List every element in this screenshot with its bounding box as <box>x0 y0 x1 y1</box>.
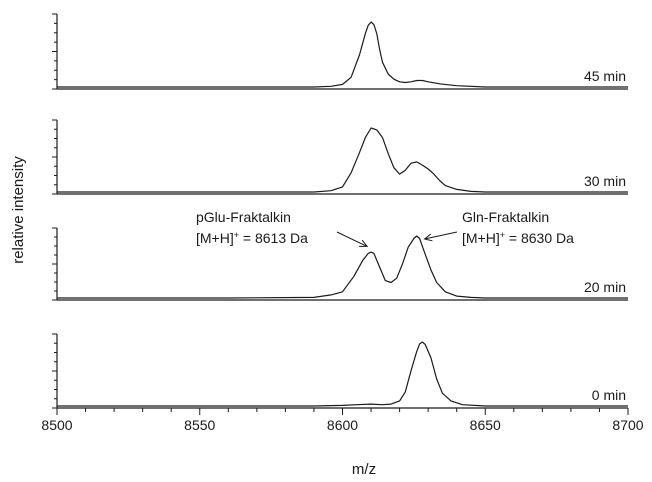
annotation-gln: Gln-Fraktalkin [M+H]+ = 8630 Da <box>423 209 574 246</box>
annotation-mass-prefix: [M+H] <box>462 230 500 246</box>
annotation-mass: [M+H]+ = 8630 Da <box>462 230 574 246</box>
panel-label: 45 min <box>584 68 626 84</box>
series-line-45-min <box>57 21 628 88</box>
series-line-20-min <box>57 235 628 299</box>
panel-45-min: 45 min <box>52 13 628 90</box>
annotation-arrow <box>424 231 458 240</box>
x-tick-label: 8600 <box>327 417 358 433</box>
annotation-title: pGlu-Fraktalkin <box>196 209 291 225</box>
annotations: pGlu-Fraktalkin[M+H]+ = 8613 DaGln-Frakt… <box>196 209 574 247</box>
annotation-mass-sup: + <box>234 230 239 240</box>
y-axis-label: relative intensity <box>10 156 27 264</box>
annotation-arrowhead <box>423 233 433 242</box>
panel-0-min: 0 min <box>52 333 628 409</box>
x-axis: 8500 8550 8600 8650 8700 <box>41 408 644 433</box>
series-line-30-min <box>57 127 628 193</box>
annotation-title: Gln-Fraktalkin <box>462 209 549 225</box>
annotation-mass-prefix: [M+H] <box>196 230 234 246</box>
annotation-mass-value: = 8613 Da <box>239 230 308 246</box>
panel-label: 20 min <box>584 279 626 295</box>
x-tick-label: 8650 <box>470 417 501 433</box>
panel-20-min: 20 min <box>52 227 628 301</box>
series-line-0-min <box>57 341 628 407</box>
x-tick-label: 8550 <box>184 417 215 433</box>
annotation-mass-value: = 8630 Da <box>505 230 574 246</box>
annotation-mass-sup: + <box>500 230 505 240</box>
panel-label: 0 min <box>592 387 626 403</box>
panel-label: 30 min <box>584 173 626 189</box>
x-tick-label: 8700 <box>612 417 643 433</box>
panels: 45 min 30 min 20 min 0 min <box>52 13 628 409</box>
x-axis-label: m/z <box>352 461 376 478</box>
annotation-arrowhead <box>359 239 369 247</box>
annotation-pglu: pGlu-Fraktalkin [M+H]+ = 8613 Da <box>196 209 369 247</box>
annotation-arrow <box>336 231 368 247</box>
x-tick-label: 8500 <box>41 417 72 433</box>
annotation-mass: [M+H]+ = 8613 Da <box>196 230 308 246</box>
panel-30-min: 30 min <box>52 119 628 195</box>
